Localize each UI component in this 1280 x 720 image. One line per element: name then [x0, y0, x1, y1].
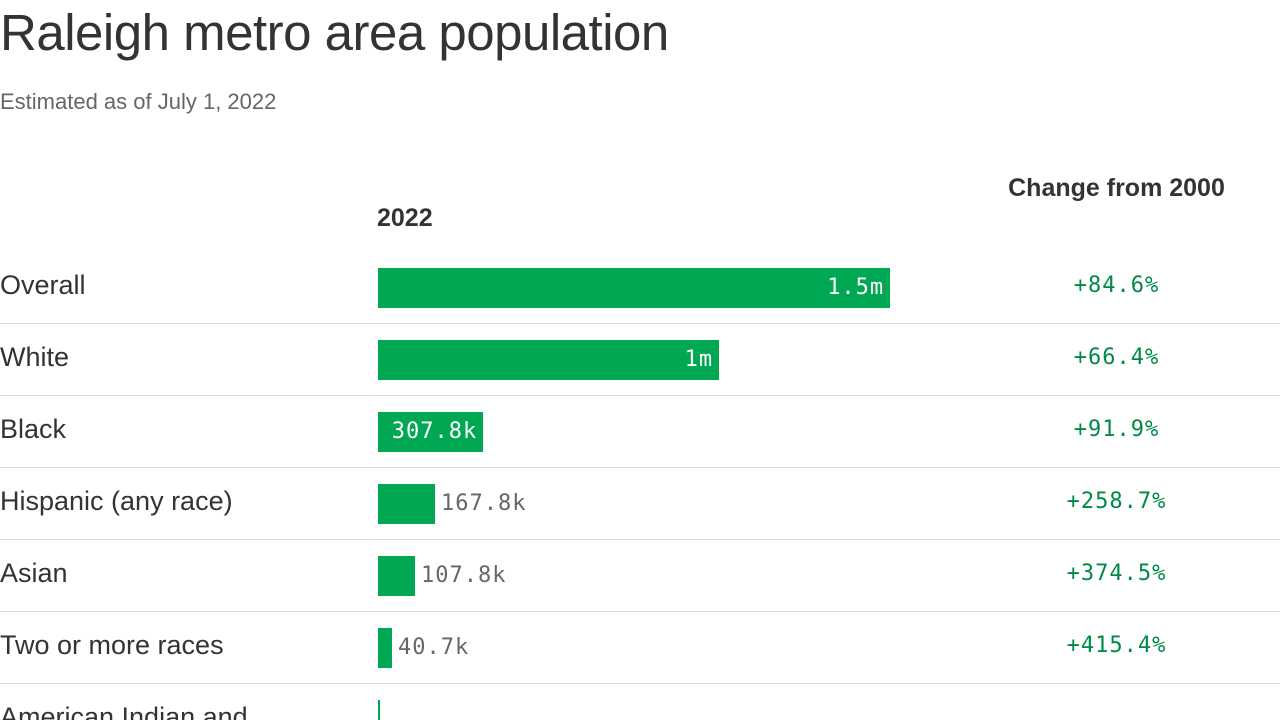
row-divider: [0, 467, 1280, 468]
change-value: +374.5%: [1066, 561, 1167, 586]
bar-value-label: 307.8k: [391, 419, 478, 444]
category-label: White: [0, 342, 70, 372]
table-row: Overall 1.5m +84.6%: [0, 252, 1280, 324]
table-row: Two or more races 40.7k +415.4%: [0, 612, 1280, 684]
row-divider: [0, 539, 1280, 540]
change-value: +415.4%: [1066, 633, 1167, 658]
category-label: Two or more races: [0, 630, 224, 660]
table-row: American Indian and: [0, 684, 1280, 720]
chart-subtitle: Estimated as of July 1, 2022: [0, 89, 277, 114]
change-column-header: Change from 2000: [1008, 174, 1225, 202]
category-label: Overall: [0, 270, 86, 300]
bar: [378, 556, 415, 596]
change-value: +91.9%: [1073, 417, 1160, 442]
table-row: Black 307.8k +91.9%: [0, 396, 1280, 468]
bar: [378, 700, 380, 720]
table-row: White 1m +66.4%: [0, 324, 1280, 396]
row-divider: [0, 611, 1280, 612]
category-label: American Indian and: [0, 702, 248, 720]
chart-title: Raleigh metro area population: [0, 4, 669, 61]
table-row: Asian 107.8k +374.5%: [0, 540, 1280, 612]
change-value: +66.4%: [1073, 345, 1160, 370]
bar: [378, 628, 392, 668]
bar: [378, 268, 890, 308]
bar-value-label: 40.7k: [398, 635, 470, 660]
bar-value-label: 167.8k: [441, 491, 527, 516]
bar: [378, 340, 719, 380]
change-value: +258.7%: [1066, 489, 1167, 514]
change-value: +84.6%: [1073, 273, 1160, 298]
row-divider: [0, 395, 1280, 396]
bar: [378, 484, 435, 524]
category-label: Black: [0, 414, 67, 444]
row-divider: [0, 323, 1280, 324]
bar-value-label: 107.8k: [421, 563, 507, 588]
table-row: Hispanic (any race) 167.8k +258.7%: [0, 468, 1280, 540]
bar-value-label: 1m: [684, 347, 714, 372]
value-column-header: 2022: [377, 204, 433, 232]
category-label: Hispanic (any race): [0, 486, 233, 516]
row-divider: [0, 683, 1280, 684]
bar-value-label: 1.5m: [827, 275, 885, 300]
category-label: Asian: [0, 558, 68, 588]
bar: [378, 412, 483, 452]
